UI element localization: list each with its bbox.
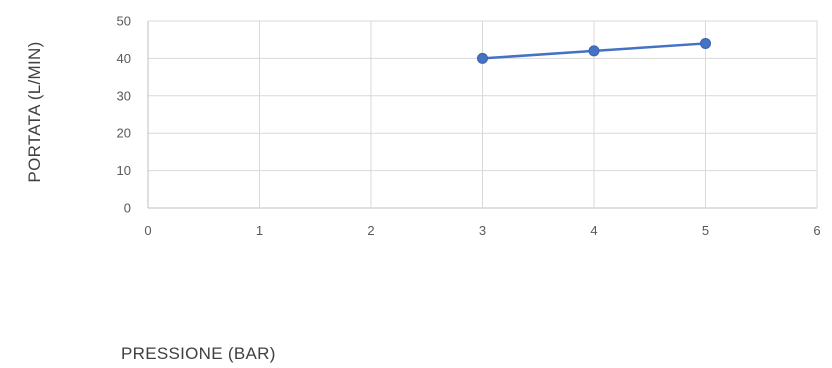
tick-labels: 0 10 20 30 40 50 0 1 2 3 4 5 6 [117, 14, 821, 239]
x-tick-label: 5 [702, 223, 709, 238]
y-tick-label: 0 [124, 201, 131, 216]
x-tick-label: 6 [813, 223, 820, 238]
data-point [700, 37, 711, 49]
grid [147, 20, 818, 209]
data-point [588, 45, 600, 57]
x-tick-label: 2 [367, 223, 374, 238]
y-tick-label: 20 [117, 126, 131, 141]
y-tick-label: 10 [117, 163, 131, 178]
x-axis-title: PRESSIONE (BAR) [121, 344, 276, 363]
x-tick-label: 1 [256, 223, 263, 238]
y-tick-label: 40 [117, 51, 131, 66]
x-tick-label: 3 [479, 223, 486, 238]
data-point [477, 52, 488, 64]
data-series [477, 37, 711, 64]
y-axis-title: PORTATA (L/MIN) [25, 41, 44, 182]
x-tick-label: 0 [144, 223, 151, 238]
y-tick-label: 50 [117, 14, 131, 29]
y-tick-label: 30 [117, 88, 131, 103]
x-tick-label: 4 [590, 223, 597, 238]
